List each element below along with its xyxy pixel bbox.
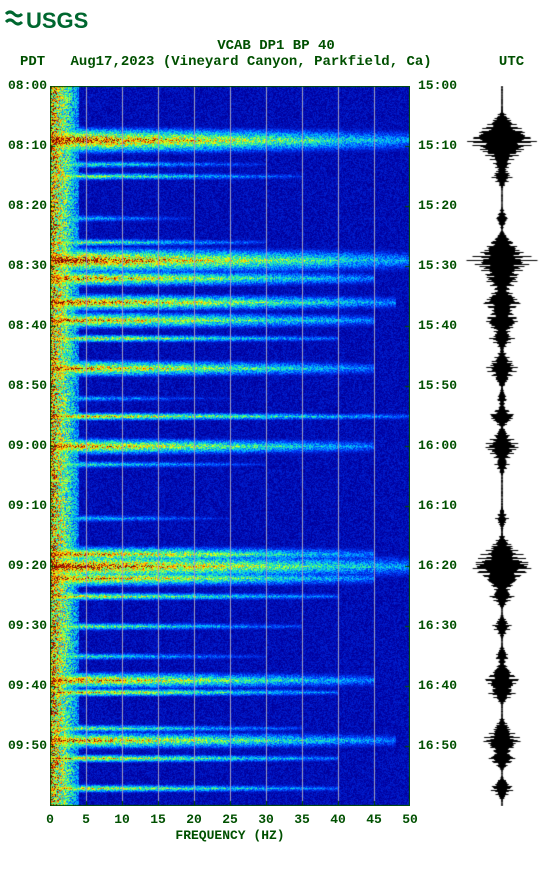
spectrogram-plot bbox=[50, 86, 410, 806]
y-tick-left: 09:20 bbox=[7, 558, 47, 573]
x-tick: 45 bbox=[366, 812, 382, 827]
y-tick-right: 15:00 bbox=[418, 78, 457, 93]
y-tick-right: 16:20 bbox=[418, 558, 457, 573]
y-tick-right: 16:50 bbox=[418, 738, 457, 753]
tz-left-label: PDT bbox=[20, 54, 45, 70]
y-tick-right: 16:10 bbox=[418, 498, 457, 513]
y-tick-right: 15:20 bbox=[418, 198, 457, 213]
x-axis-label: FREQUENCY (HZ) bbox=[50, 828, 410, 843]
location-label: (Vineyard Canyon, Parkfield, Ca) bbox=[163, 54, 432, 70]
y-tick-right: 16:40 bbox=[418, 678, 457, 693]
usgs-logo: USGS bbox=[4, 4, 94, 39]
y-tick-left: 08:20 bbox=[7, 198, 47, 213]
y-tick-right: 16:00 bbox=[418, 438, 457, 453]
chart-header: VCAB DP1 BP 40 PDT Aug17,2023 (Vineyard … bbox=[0, 38, 552, 70]
chart-subtitle: PDT Aug17,2023 (Vineyard Canyon, Parkfie… bbox=[0, 54, 552, 70]
x-tick: 50 bbox=[402, 812, 418, 827]
y-tick-left: 08:40 bbox=[7, 318, 47, 333]
x-tick: 10 bbox=[114, 812, 130, 827]
x-tick: 35 bbox=[294, 812, 310, 827]
spectrogram-canvas bbox=[50, 86, 410, 806]
x-tick: 30 bbox=[258, 812, 274, 827]
y-tick-left: 08:30 bbox=[7, 258, 47, 273]
x-tick: 20 bbox=[186, 812, 202, 827]
tz-right-label: UTC bbox=[499, 54, 524, 70]
x-tick: 15 bbox=[150, 812, 166, 827]
x-tick: 25 bbox=[222, 812, 238, 827]
x-tick: 0 bbox=[46, 812, 54, 827]
y-tick-left: 09:40 bbox=[7, 678, 47, 693]
y-tick-right: 15:10 bbox=[418, 138, 457, 153]
y-tick-right: 15:30 bbox=[418, 258, 457, 273]
y-tick-left: 08:10 bbox=[7, 138, 47, 153]
y-tick-left: 09:10 bbox=[7, 498, 47, 513]
y-tick-left: 08:00 bbox=[7, 78, 47, 93]
y-tick-left: 09:50 bbox=[7, 738, 47, 753]
waveform-trace bbox=[462, 86, 542, 806]
y-tick-left: 09:30 bbox=[7, 618, 47, 633]
chart-title: VCAB DP1 BP 40 bbox=[0, 38, 552, 54]
y-tick-left: 08:50 bbox=[7, 378, 47, 393]
y-tick-right: 15:40 bbox=[418, 318, 457, 333]
y-tick-right: 16:30 bbox=[418, 618, 457, 633]
y-tick-right: 15:50 bbox=[418, 378, 457, 393]
x-tick: 40 bbox=[330, 812, 346, 827]
svg-text:USGS: USGS bbox=[26, 8, 88, 33]
y-tick-left: 09:00 bbox=[7, 438, 47, 453]
date-label: Aug17,2023 bbox=[70, 54, 154, 70]
x-tick: 5 bbox=[82, 812, 90, 827]
